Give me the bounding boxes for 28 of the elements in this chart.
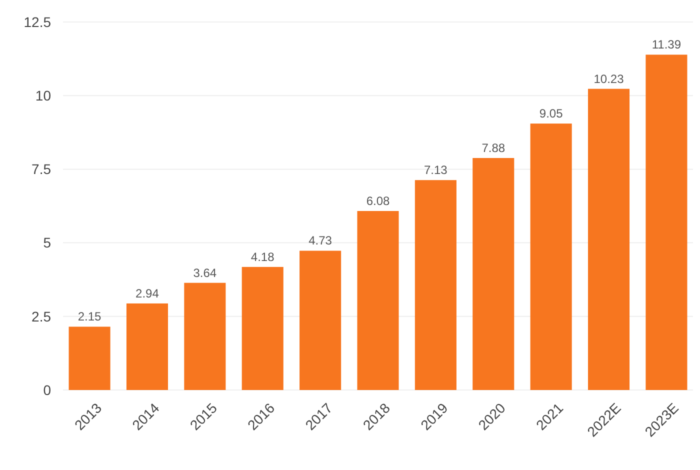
data-label: 4.73: [308, 234, 332, 248]
bar: [68, 326, 110, 390]
bar: [414, 180, 456, 390]
bar: [646, 54, 688, 390]
y-tick-label: 7.5: [32, 161, 52, 178]
y-tick-label: 12.5: [24, 14, 52, 30]
bar: [126, 303, 168, 390]
bar: [357, 211, 399, 390]
data-label: 2.15: [78, 310, 102, 324]
data-label: 9.05: [539, 106, 564, 121]
y-tick-label: 2.5: [32, 308, 52, 324]
y-tick-label: 5: [43, 234, 52, 251]
bar: [184, 282, 226, 390]
bar: [588, 88, 630, 390]
bar: [472, 158, 514, 390]
data-label: 11.39: [652, 38, 682, 52]
y-tick-label: 0: [43, 382, 52, 398]
data-label: 4.18: [250, 250, 275, 264]
bar: [300, 250, 342, 390]
bar: [530, 124, 572, 390]
data-label: 10.23: [594, 72, 624, 86]
bar: [242, 266, 284, 390]
data-label: 6.08: [366, 194, 390, 208]
data-label: 2.94: [136, 286, 160, 300]
data-label: 7.13: [424, 163, 448, 178]
y-tick-label: 10: [35, 88, 52, 104]
data-label: 7.88: [482, 141, 506, 156]
data-label: 3.64: [193, 266, 217, 280]
